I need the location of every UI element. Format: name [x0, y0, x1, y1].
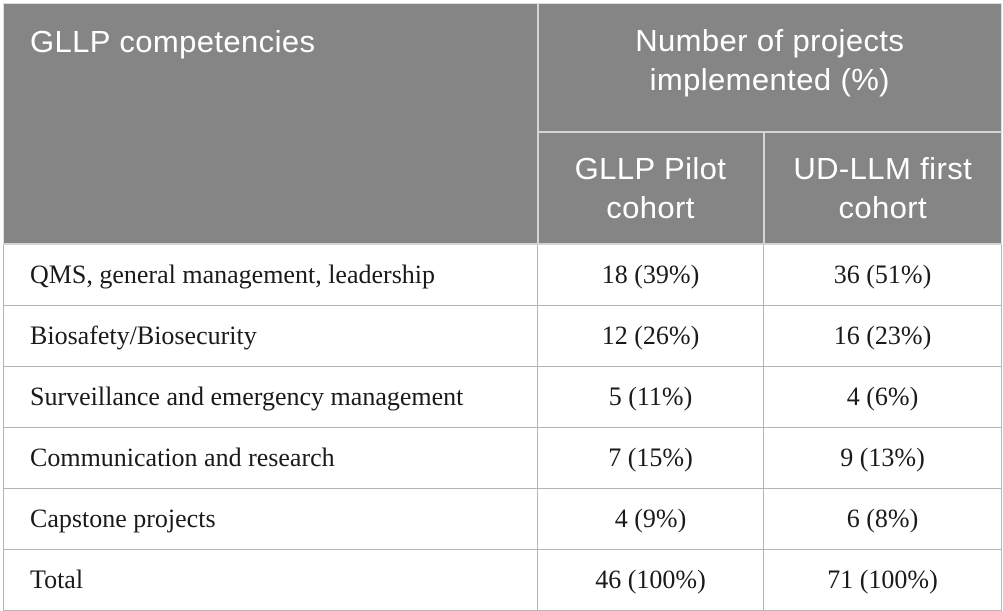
udllm-cohort-total: 71 (100%)	[763, 549, 1002, 611]
udllm-cohort-value: 36 (51%)	[763, 243, 1002, 306]
row-label: Surveillance and emergency management	[3, 366, 538, 428]
row-label: Capstone projects	[3, 488, 538, 550]
row-label: Communication and research	[3, 427, 538, 489]
column-header-gllp-pilot-cohort: GLLP Pilot cohort	[536, 130, 765, 246]
pilot-cohort-total: 46 (100%)	[537, 549, 764, 611]
table-row: Biosafety/Biosecurity 12 (26%) 16 (23%)	[3, 305, 1002, 367]
table-row-total: Total 46 (100%) 71 (100%)	[3, 549, 1002, 611]
row-label: Biosafety/Biosecurity	[3, 305, 538, 367]
row-label-total: Total	[3, 549, 538, 611]
pilot-cohort-value: 7 (15%)	[537, 427, 764, 489]
table-row: QMS, general management, leadership 18 (…	[3, 243, 1002, 306]
table-row: Capstone projects 4 (9%) 6 (8%)	[3, 488, 1002, 550]
table-row: Surveillance and emergency management 5 …	[3, 366, 1002, 428]
row-label: QMS, general management, leadership	[3, 243, 538, 306]
pilot-cohort-value: 5 (11%)	[537, 366, 764, 428]
udllm-cohort-value: 4 (6%)	[763, 366, 1002, 428]
column-header-udllm-first-cohort: UD-LLM first cohort	[762, 130, 1002, 246]
udllm-cohort-value: 9 (13%)	[763, 427, 1002, 489]
udllm-cohort-value: 16 (23%)	[763, 305, 1002, 367]
udllm-cohort-value: 6 (8%)	[763, 488, 1002, 550]
header-row-cohorts: GLLP Pilot cohort UD-LLM first cohort	[4, 130, 1002, 246]
column-header-competencies: GLLP competencies	[3, 3, 539, 245]
pilot-cohort-value: 18 (39%)	[537, 243, 764, 306]
gllp-projects-table: GLLP competencies Number of projects imp…	[3, 2, 1002, 611]
pilot-cohort-value: 4 (9%)	[537, 488, 764, 550]
header-row-group: GLLP competencies Number of projects imp…	[3, 2, 1002, 245]
table-row: Communication and research 7 (15%) 9 (13…	[3, 427, 1002, 489]
pilot-cohort-value: 12 (26%)	[537, 305, 764, 367]
column-group-header-projects: Number of projects implemented (%)	[536, 2, 1002, 133]
